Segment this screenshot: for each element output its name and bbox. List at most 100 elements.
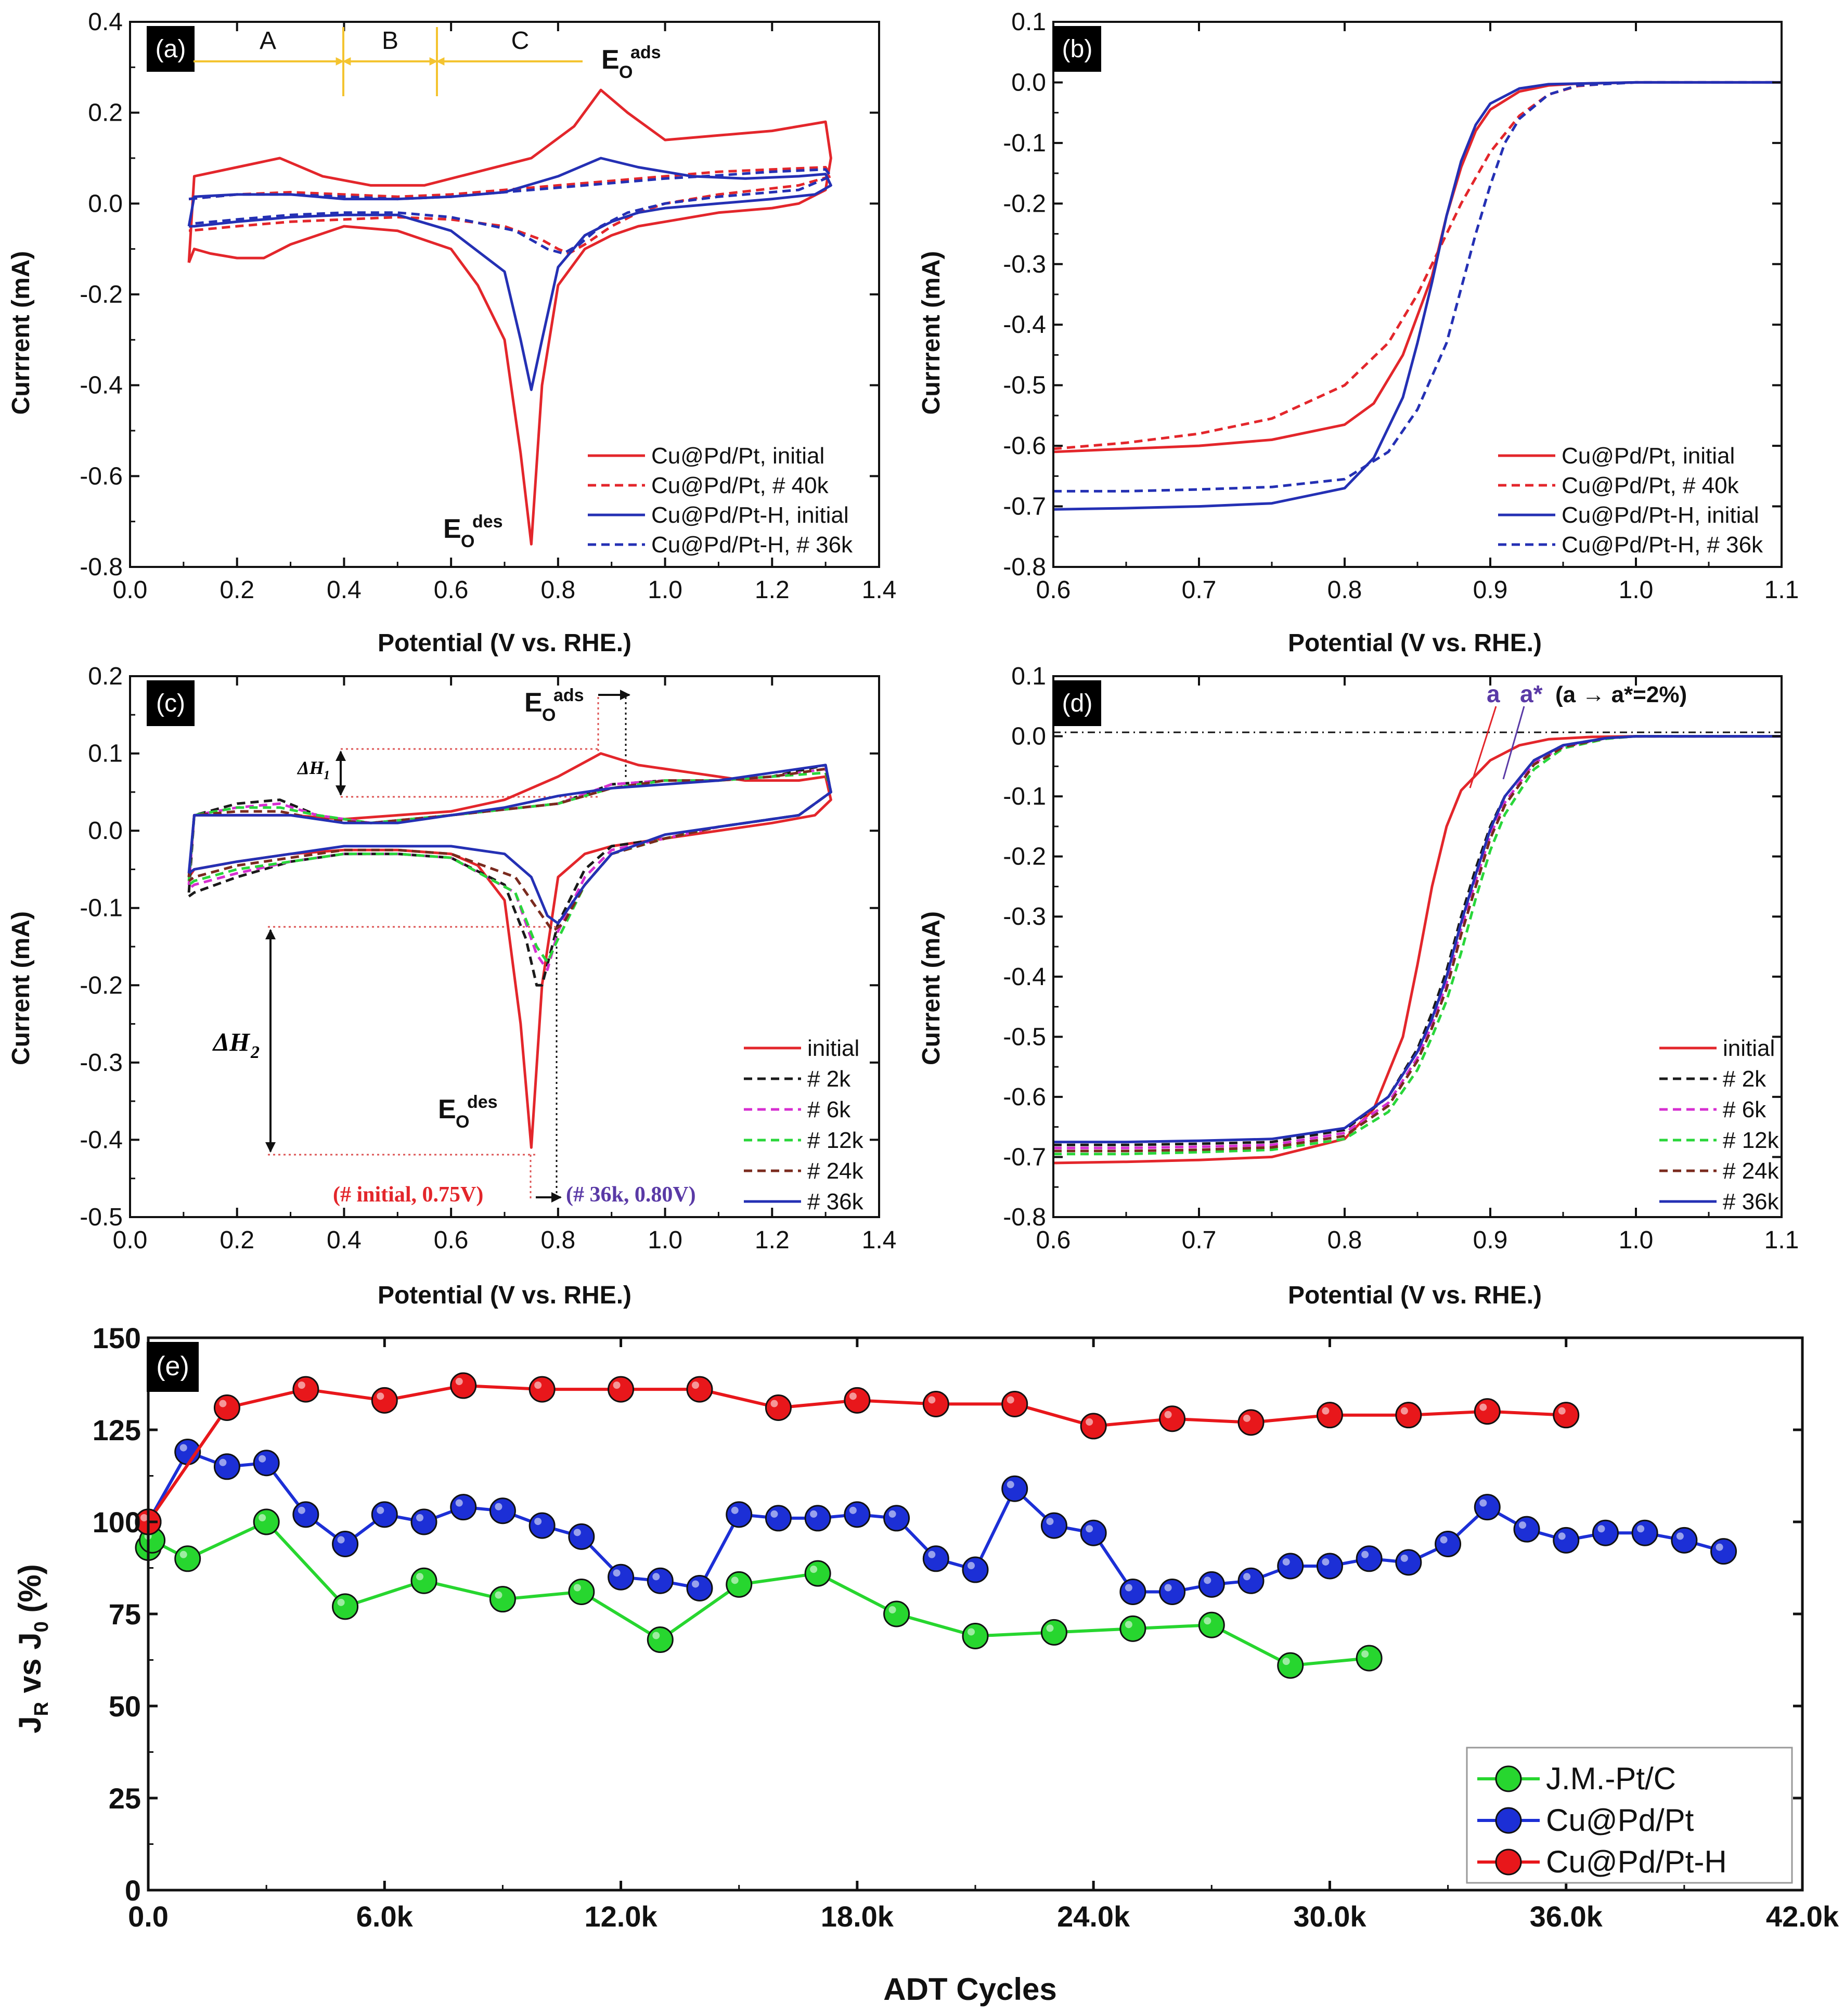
panel-b-ticks: 0.6 0.7 0.8 0.9 1.0 1.1 -0.8 -0.7 -0.6 -0.5 -0.4 -0… <box>1003 8 1799 604</box>
series-line-cu-pd-pt-40k <box>188 166 832 255</box>
y-tick-label: -0.8 <box>1003 553 1046 581</box>
data-point <box>1119 1579 1146 1606</box>
data-point <box>1395 1549 1422 1576</box>
x-tick-label: 0.8 <box>540 1226 575 1254</box>
data-point <box>686 1574 713 1601</box>
y-tick-label: -0.1 <box>1003 130 1046 157</box>
data-point-highlight <box>534 1518 542 1526</box>
data-point-highlight <box>179 1550 187 1558</box>
panel-d-series <box>1053 735 1782 1165</box>
a-pointer <box>1469 706 1497 789</box>
data-point-highlight <box>928 1396 936 1404</box>
x-tick-label: 18.0k <box>821 1900 894 1933</box>
data-point <box>844 1501 871 1528</box>
y-tick-label: 50 <box>109 1690 141 1723</box>
data-point <box>1474 1494 1501 1521</box>
data-point-highlight <box>1243 1573 1250 1581</box>
data-point-highlight <box>573 1529 581 1536</box>
data-point <box>1710 1538 1737 1565</box>
series-line-cu-pd-pt-h-36k <box>1053 81 1782 493</box>
initial-peak-label: (# initial, 0.75V) <box>333 1183 483 1207</box>
legend-marker <box>1495 1849 1522 1876</box>
data-point <box>765 1394 792 1421</box>
y-tick-label: 0.0 <box>88 817 123 845</box>
data-point <box>1592 1519 1619 1546</box>
data-point-highlight <box>219 1400 227 1407</box>
data-point-highlight <box>888 1510 896 1518</box>
y-tick-label: -0.7 <box>1003 1143 1046 1171</box>
x-tick-label: 1.0 <box>648 576 682 604</box>
data-point-highlight <box>1007 1396 1014 1404</box>
panel-c-tag: (c) <box>156 690 185 717</box>
legend-label: # 2k <box>1723 1066 1766 1092</box>
panel-c-tag-bg <box>147 680 195 726</box>
data-point <box>608 1376 635 1403</box>
data-point-highlight <box>140 1514 148 1521</box>
label-a: a <box>1487 680 1500 707</box>
data-point <box>1040 1619 1067 1646</box>
data-point-highlight <box>534 1381 542 1389</box>
eo-des-main: E <box>443 514 461 544</box>
panel-c-frame <box>129 675 880 1218</box>
data-point <box>1080 1413 1107 1440</box>
data-point <box>1080 1519 1107 1546</box>
panel-d: 0.6 0.7 0.8 0.9 1.0 1.1 -0.8 -0.7 -0.6 -0.5 -0.4 -0… <box>918 663 1799 1309</box>
x-tick-label: 1.4 <box>862 576 897 604</box>
data-point-highlight <box>1479 1403 1487 1411</box>
data-point-highlight <box>1558 1407 1566 1415</box>
legend-label: Cu@Pd/Pt, initial <box>651 443 824 469</box>
data-point <box>1513 1516 1540 1543</box>
panel-d-legend: initial # 2k # 6k # 12k # 24k # 36k <box>1659 1036 1779 1214</box>
legend-label: # 6k <box>807 1097 851 1122</box>
x-tick-label: 1.2 <box>755 576 790 604</box>
y-tick-label: 0.0 <box>1011 723 1046 751</box>
data-point <box>213 1453 240 1480</box>
data-point <box>1237 1567 1265 1594</box>
data-point <box>1198 1611 1225 1638</box>
c-eo-des-sub: O <box>456 1112 469 1132</box>
data-point <box>1631 1519 1658 1546</box>
x-tick-label: 6.0k <box>356 1900 414 1933</box>
eo-ads-sub: O <box>619 62 633 82</box>
panel-c-legend: initial # 2k # 6k # 12k # 24k # 36k <box>744 1036 864 1214</box>
y-tick-label: -0.1 <box>1003 783 1046 810</box>
data-point-highlight <box>652 1573 660 1581</box>
data-point-highlight <box>692 1381 699 1389</box>
y-tick-label: -0.4 <box>80 372 123 399</box>
data-point <box>489 1497 516 1524</box>
x-tick-label: 0.4 <box>327 1226 362 1254</box>
x-tick-label: 0.0 <box>113 576 148 604</box>
panel-a-legend: Cu@Pd/Pt, initial Cu@Pd/Pt, # 40k Cu@Pd/Pt… <box>588 443 853 558</box>
final-peak-label: (# 36k, 0.80V) <box>566 1183 696 1207</box>
legend-marker <box>1495 1765 1522 1792</box>
region-b-label: B <box>382 27 398 55</box>
data-point <box>568 1523 595 1550</box>
y-tick-label: 0.1 <box>88 740 123 768</box>
panel-e-tag: (e) <box>156 1351 189 1381</box>
data-point <box>253 1450 280 1477</box>
x-tick-label: 0.8 <box>1327 576 1362 604</box>
x-tick-label: 1.1 <box>1764 1226 1799 1254</box>
data-point-highlight <box>416 1573 423 1581</box>
data-point <box>410 1508 437 1535</box>
data-point-highlight <box>298 1506 305 1514</box>
data-point-highlight <box>377 1392 384 1400</box>
panel-a-tag: (a) <box>156 35 186 63</box>
x-tick-label: 0.7 <box>1182 1226 1217 1254</box>
data-point-highlight <box>1204 1576 1211 1584</box>
panel-b-series <box>1053 81 1782 511</box>
x-tick-label: 1.0 <box>1619 1226 1654 1254</box>
y-tick-label: -0.5 <box>80 1204 123 1231</box>
data-point <box>292 1376 319 1403</box>
y-tick-label: -0.5 <box>1003 372 1046 399</box>
data-point-highlight <box>1086 1418 1093 1426</box>
data-point-highlight <box>1361 1650 1369 1658</box>
series-line--24k <box>1053 735 1782 1153</box>
data-point <box>883 1505 910 1532</box>
x-tick-label: 0.8 <box>1327 1226 1362 1254</box>
legend-label: initial <box>807 1036 859 1061</box>
x-tick-label: 12.0k <box>585 1900 658 1933</box>
series-line--36k <box>187 764 832 925</box>
c-eo-des-main: E <box>438 1094 456 1125</box>
data-point <box>608 1563 635 1591</box>
